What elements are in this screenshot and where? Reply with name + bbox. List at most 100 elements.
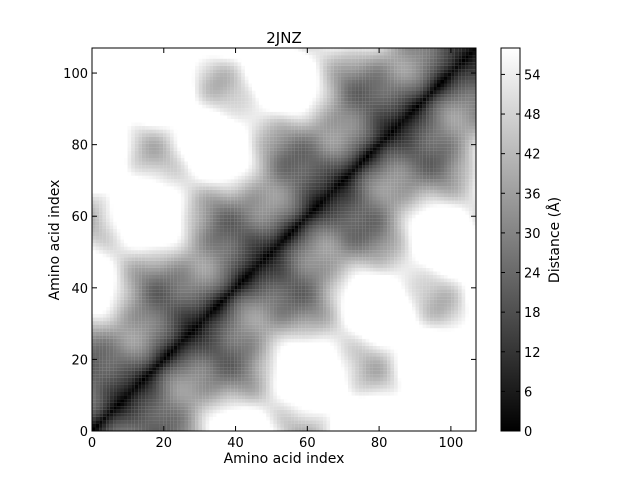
heatmap-cell [237,391,242,396]
heatmap-cell [141,360,146,364]
heatmap-cell [166,317,171,322]
heatmap-cell [173,338,178,343]
heatmap-cell [195,271,199,276]
heatmap-cell [419,363,423,368]
heatmap-cell [312,271,317,276]
heatmap-cell [355,321,359,325]
heatmap-cell [355,381,359,385]
heatmap-cell [397,363,402,368]
heatmap-cell [159,313,164,318]
heatmap-cell [394,356,398,361]
heatmap-cell [237,274,242,279]
heatmap-cell [280,395,285,400]
heatmap-cell [380,335,384,339]
heatmap-cell [184,367,189,371]
heatmap-cell [234,292,238,297]
heatmap-cell [333,292,338,297]
heatmap-cell [394,416,398,421]
heatmap-cell [316,271,320,276]
heatmap-cell [319,374,324,378]
heatmap-cell [99,317,103,322]
heatmap-cell [266,388,270,393]
heatmap-cell [209,370,213,375]
heatmap-cell [319,349,324,354]
heatmap-cell [458,349,462,354]
heatmap-cell [266,306,270,311]
heatmap-cell [241,271,245,276]
heatmap-cell [344,299,349,304]
heatmap-cell [255,423,260,428]
heatmap-cell [383,356,388,361]
heatmap-cell [212,420,217,424]
heatmap-cell [333,331,338,336]
heatmap-cell [109,306,114,311]
heatmap-cell [433,303,437,307]
heatmap-cell [433,317,437,322]
heatmap-cell [305,342,309,346]
heatmap-cell [166,395,171,400]
heatmap-cell [408,338,413,343]
heatmap-cell [148,367,153,371]
heatmap-cell [205,299,210,304]
heatmap-cell [287,352,292,357]
heatmap-cell [184,342,189,346]
heatmap-cell [316,381,320,385]
heatmap-cell [106,384,110,389]
heatmap-cell [472,377,477,382]
heatmap-cell [422,282,427,286]
heatmap-cell [454,299,459,304]
heatmap-cell [276,399,281,403]
heatmap-cell [284,388,288,393]
heatmap-cell [191,374,196,378]
heatmap-cell [319,399,324,403]
heatmap-cell [188,423,192,428]
heatmap-cell [131,282,135,286]
heatmap-cell [159,349,164,354]
heatmap-cell [280,324,285,329]
heatmap-cell [131,317,135,322]
heatmap-cell [209,420,213,424]
heatmap-cell [444,370,448,375]
heatmap-cell [390,413,395,417]
heatmap-cell [102,278,107,283]
heatmap-cell [301,402,306,407]
heatmap-cell [294,360,299,364]
heatmap-cell [230,406,235,410]
heatmap-cell [134,310,139,315]
heatmap-cell [134,317,139,322]
heatmap-cell [230,278,235,283]
heatmap-cell [319,328,324,332]
heatmap-cell [447,427,452,432]
heatmap-cell [141,271,146,276]
heatmap-cell [440,370,445,375]
heatmap-cell [248,384,253,389]
heatmap-cell [237,303,242,307]
heatmap-cell [376,423,381,428]
heatmap-cell [141,264,146,268]
heatmap-cell [433,335,437,339]
heatmap-cell [340,274,345,279]
heatmap-cell [326,313,331,318]
heatmap-cell [180,342,185,346]
heatmap-cell [166,360,171,364]
heatmap-cell [351,285,356,290]
heatmap-cell [95,423,100,428]
heatmap-cell [284,338,288,343]
heatmap-cell [468,338,473,343]
heatmap-cell [454,317,459,322]
heatmap-cell [415,399,420,403]
heatmap-cell [284,299,288,304]
heatmap-cell [198,324,203,329]
heatmap-cell [372,399,377,403]
heatmap-cell [372,285,377,290]
heatmap-cell [444,292,448,297]
heatmap-cell [220,317,224,322]
heatmap-cell [230,292,235,297]
heatmap-cell [237,360,242,364]
heatmap-cell [355,303,359,307]
heatmap-cell [280,349,285,354]
heatmap-cell [241,292,245,297]
heatmap-cell [138,292,142,297]
heatmap-cell [316,328,320,332]
heatmap-cell [422,342,427,346]
